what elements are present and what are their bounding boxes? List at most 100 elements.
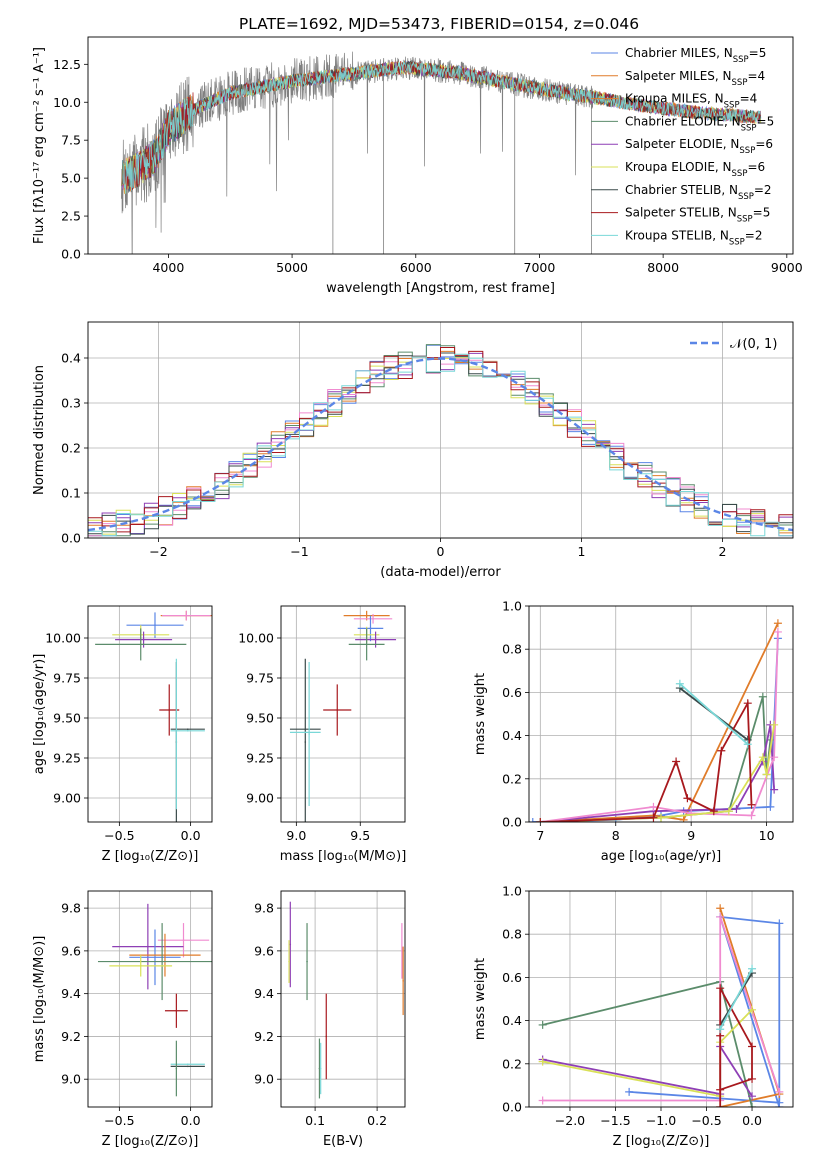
mass_vs_Z-panel: −0.5 0.0 9.0 9.2 9.4 9.6 9.8 Z [log₁₀(Z/Z⊙)] mas…	[32, 890, 213, 1149]
weight-marker	[679, 815, 688, 822]
weight-marker	[748, 1074, 757, 1083]
mass_vs_Z-frame	[87, 890, 213, 1108]
weight-marker	[649, 802, 658, 811]
age_vs_Z-plot	[95, 610, 212, 822]
spectrum-xtick-label: 4000	[152, 260, 184, 275]
residuals-ytick-label: 0.0	[61, 531, 81, 546]
weight_vs_Z-xtick-label: −2.0	[555, 1113, 585, 1128]
data-point	[164, 954, 166, 956]
data-point	[288, 960, 290, 963]
weight_vs_Z-ytick-label: 0.4	[502, 1013, 522, 1028]
age_vs_Z-ytick-label: 9.50	[53, 711, 81, 726]
weight_vs_age-xtick-label: 9	[687, 828, 695, 843]
gaussian-curve	[88, 357, 793, 532]
weight_vs_Z-ytick-label: 1.0	[502, 884, 522, 899]
residual-histogram	[88, 356, 793, 537]
weight-marker	[657, 813, 665, 822]
weight-marker	[766, 802, 775, 811]
mass_vs_EBV-xtick-label: 0.2	[367, 1113, 387, 1128]
data-point	[372, 618, 374, 620]
weight-marker	[747, 800, 756, 809]
age_vs_mass-panel: 9.0 9.5 9.00 9.25 9.50 9.75 10.00 mass [log₁₀(M…	[238, 605, 406, 864]
spectrum-xtick-label: 8000	[647, 260, 679, 275]
weight_vs_age-ytick-label: 0.2	[502, 771, 522, 786]
weight_vs_Z-panel: −2.0 −1.5 −1.0 −0.5 0.0 0.0 0.2 0.4 0.6 0.8 1.0 Z […	[473, 884, 794, 1149]
weight_vs_age-ylabel: mass weight	[473, 673, 488, 755]
data-point	[185, 614, 188, 617]
weight_vs_age-xtick-label: 8	[612, 828, 620, 843]
weight-marker	[762, 770, 771, 779]
data-point	[161, 960, 163, 963]
weight-marker	[672, 757, 681, 766]
weight-marker	[770, 720, 779, 729]
data-point	[402, 980, 404, 982]
weight_vs_Z-ytick-label: 0.2	[502, 1056, 522, 1071]
weight-marker	[716, 904, 725, 913]
weight-marker	[649, 813, 658, 822]
weight-marker	[538, 1020, 547, 1029]
weight-marker	[748, 1042, 757, 1051]
weight-marker	[683, 794, 692, 803]
spectrum-ytick-label: 2.5	[61, 209, 81, 224]
age_vs_mass-ytick-label: 10.00	[238, 631, 274, 646]
spectrum-ytick-label: 10.0	[53, 95, 81, 110]
mass_vs_Z-xlabel: Z [log₁₀(Z/Z⊙)]	[102, 1134, 199, 1149]
legend-entry: Salpeter MILES, NSSP=4	[625, 69, 765, 88]
mass_vs_EBV-plot	[288, 901, 404, 1099]
mass_vs_Z-xtick-label: 0.0	[181, 1113, 201, 1128]
data-point	[374, 638, 377, 641]
legend-entry: Chabrier ELODIE, NSSP=5	[625, 114, 774, 133]
legend-entry: Kroupa ELODIE, NSSP=6	[625, 160, 765, 179]
weight_vs_age-xlabel: age [log₁₀(age/yr)]	[601, 849, 722, 864]
mass_vs_Z-ytick-label: 9.4	[61, 986, 81, 1001]
weight-marker	[625, 1087, 634, 1096]
weight-marker	[770, 753, 779, 762]
weight-marker	[773, 627, 782, 636]
weight-marker	[748, 1005, 757, 1014]
weight-marker	[743, 699, 752, 708]
legend-entry: Chabrier STELIB, NSSP=2	[625, 183, 772, 202]
spectrum-model-line	[123, 61, 761, 194]
weight_vs_age-xtick-label: 7	[536, 828, 544, 843]
weight-line	[540, 696, 772, 822]
weight_vs_age-ytick-label: 1.0	[502, 599, 522, 614]
mass_vs_EBV-xtick-label: 0.1	[305, 1113, 325, 1128]
mass_vs_EBV-frame	[280, 890, 406, 1108]
age_vs_mass-xtick-label: 9.0	[286, 828, 306, 843]
residuals-xtick-label: 2	[719, 544, 727, 559]
weight-marker	[709, 807, 718, 816]
weight-marker	[675, 679, 684, 688]
data-point	[325, 1035, 328, 1038]
data-point	[175, 733, 178, 735]
age_vs_Z-ytick-label: 9.00	[53, 791, 81, 806]
legend-entry: Salpeter STELIB, NSSP=5	[625, 206, 770, 225]
age_vs_Z-xlabel: Z [log₁₀(Z/Z⊙)]	[102, 849, 199, 864]
age_vs_Z-ytick-label: 9.75	[53, 671, 81, 686]
data-point	[308, 733, 310, 735]
data-point	[186, 1065, 189, 1068]
data-point	[304, 731, 307, 734]
data-point	[186, 728, 189, 730]
spectrum-plot	[121, 51, 762, 254]
weight_vs_age-plot	[529, 619, 782, 822]
weight_vs_age-panel: 7 8 9 10 0.0 0.2 0.4 0.6 0.8 1.0 age [log₁₀(age/yr…	[473, 599, 794, 864]
age_vs_mass-frame	[280, 605, 406, 823]
spectrum-ytick-label: 0.0	[61, 247, 81, 262]
spectrum-xtick-label: 5000	[276, 260, 308, 275]
data-point	[168, 709, 171, 711]
data-point	[147, 945, 149, 948]
data-point	[175, 1067, 178, 1070]
weight-line	[629, 915, 781, 1107]
mass_vs_Z-ylabel: mass [log₁₀(M/M⊙)]	[32, 936, 47, 1063]
mass_vs_Z-ytick-label: 9.8	[61, 901, 81, 916]
weight-marker	[538, 1096, 547, 1105]
data-point	[289, 943, 292, 946]
mass_vs_EBV-xlabel: E(B-V)	[323, 1134, 363, 1149]
legend-entry: Chabrier MILES, NSSP=5	[625, 46, 766, 65]
weight-marker	[529, 818, 537, 822]
weight-line	[540, 631, 779, 822]
age_vs_Z-ylabel: age [log₁₀(age/yr)]	[32, 654, 47, 775]
data-point	[306, 960, 308, 963]
weight-marker	[717, 746, 726, 755]
data-point	[369, 627, 372, 630]
